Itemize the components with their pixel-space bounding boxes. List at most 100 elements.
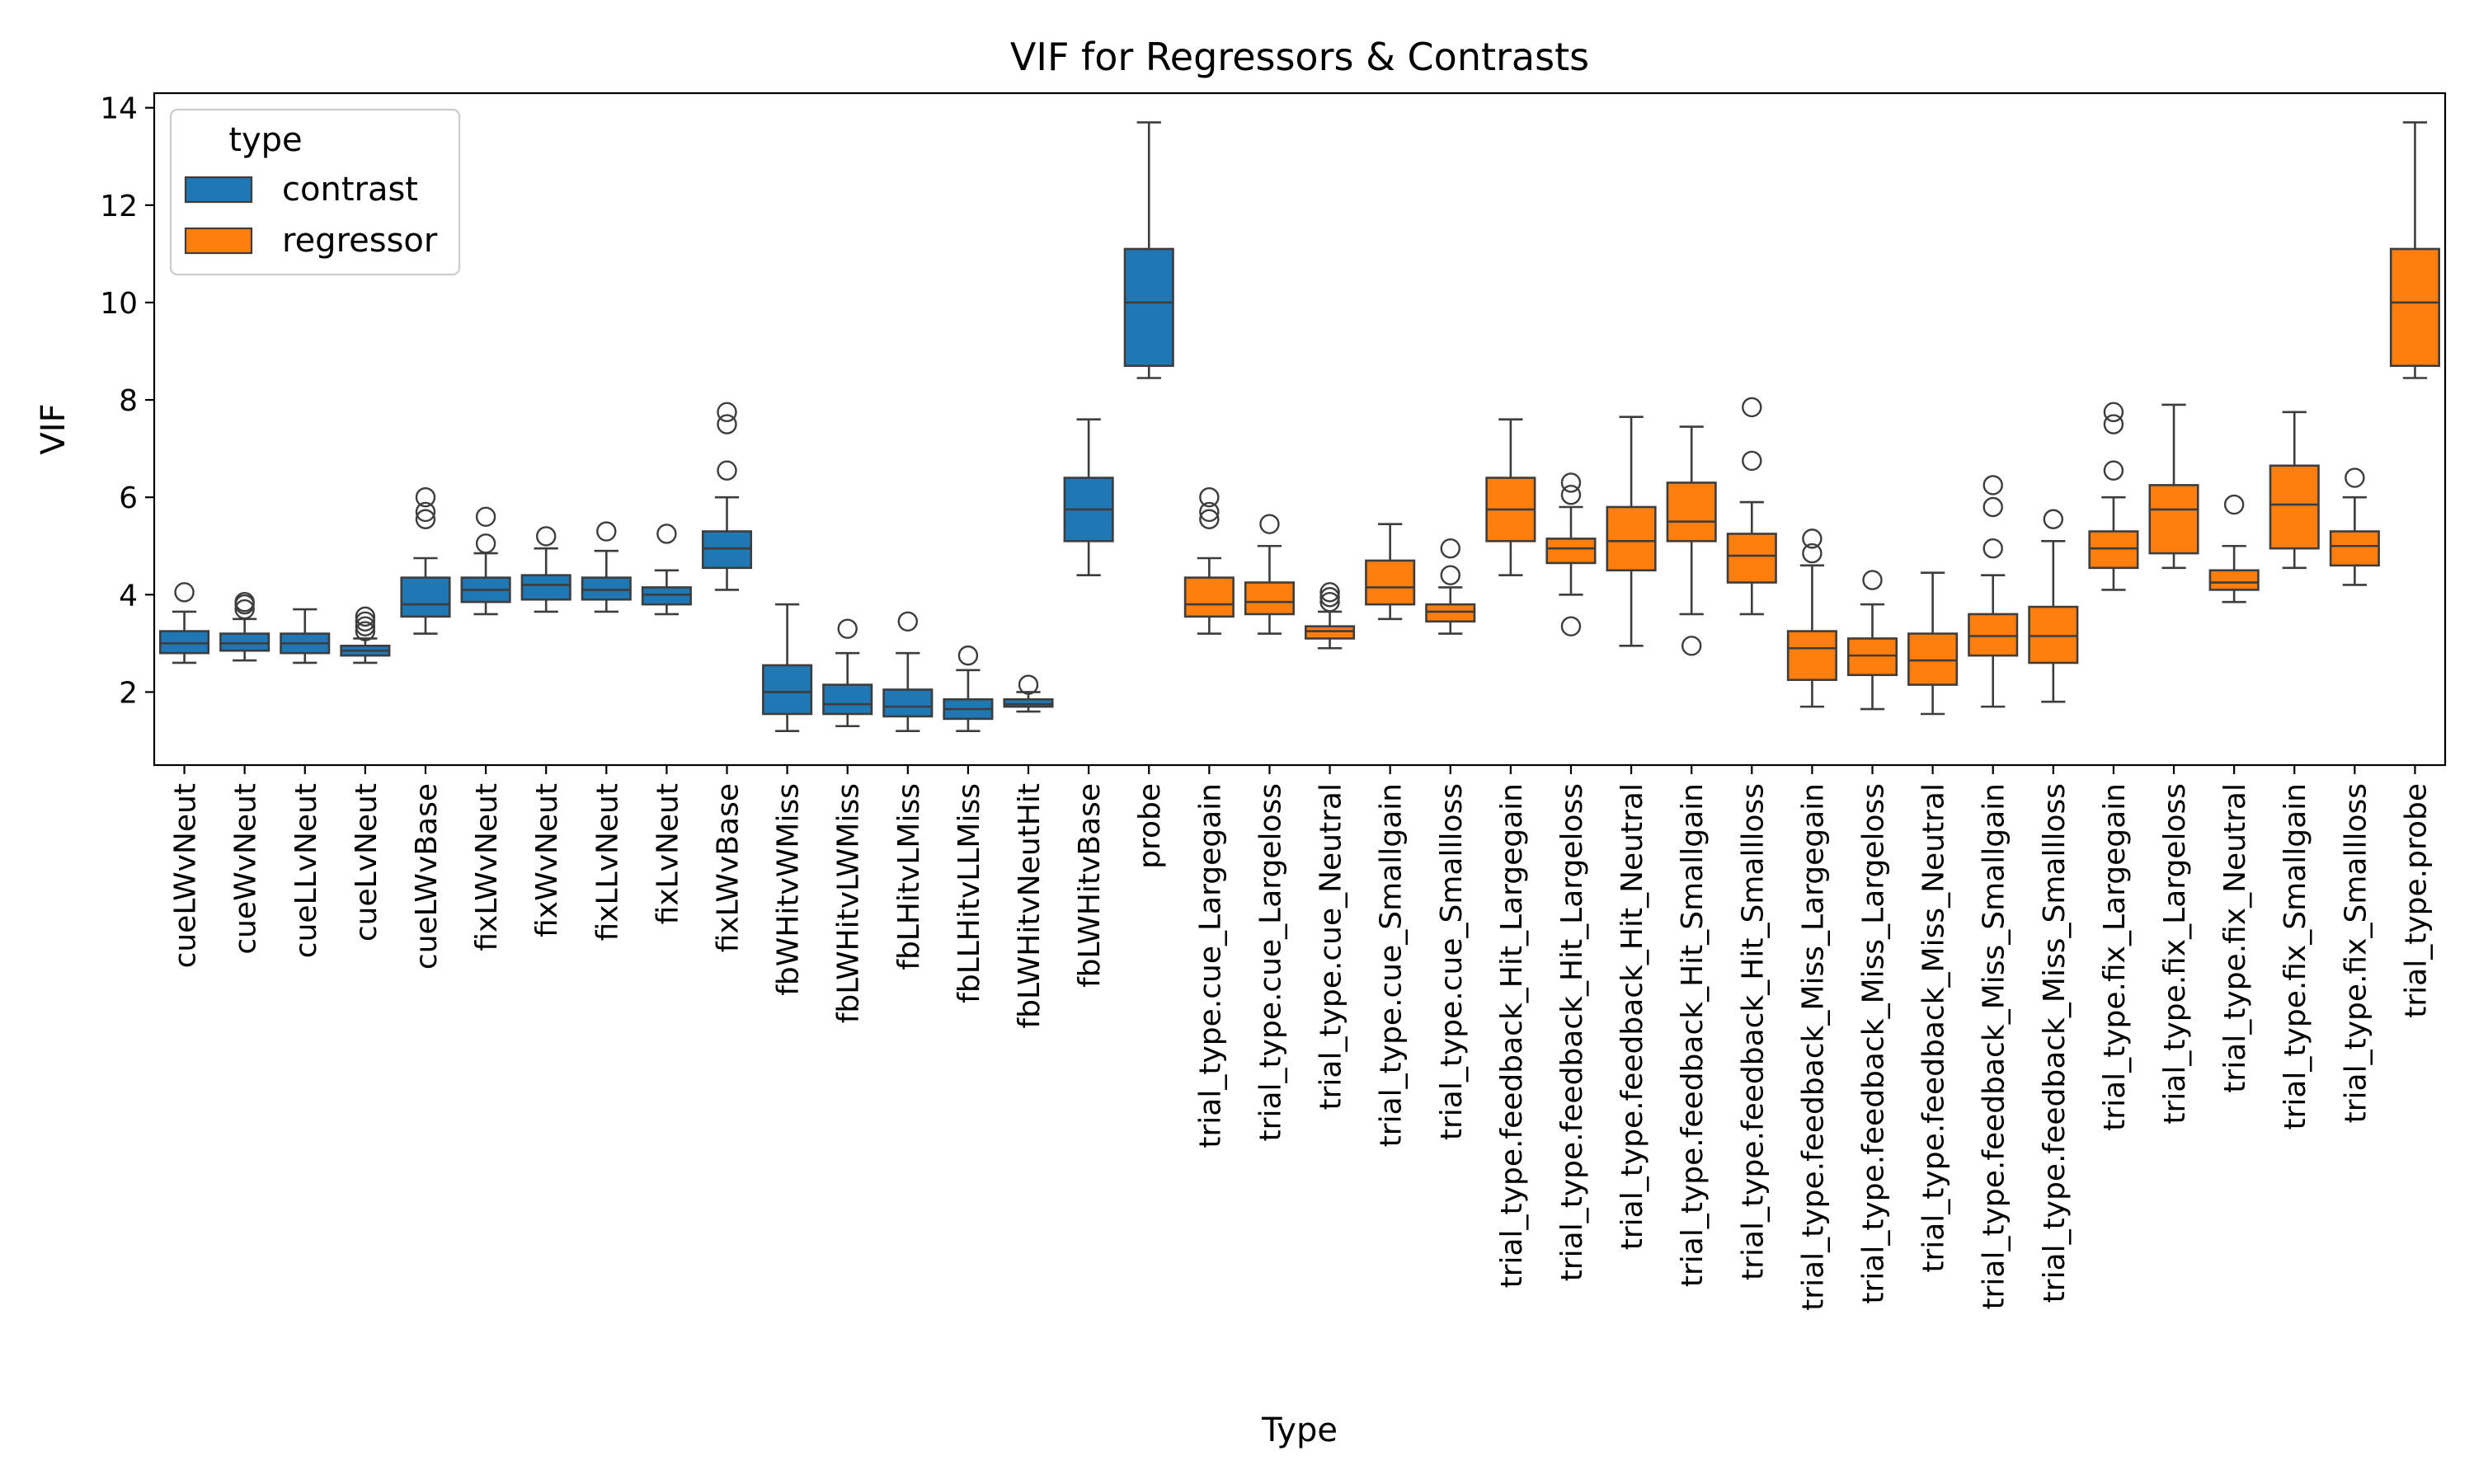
box-iqr — [1907, 632, 1959, 686]
outlier-point — [1742, 397, 1762, 418]
outlier-point — [1862, 570, 1883, 590]
x-tick-label: cueLWvBase — [410, 783, 444, 970]
legend-label-contrast: contrast — [282, 171, 418, 209]
box-trial_type.fix_Neutral — [2208, 494, 2260, 603]
box-iqr — [1726, 533, 1777, 584]
box-iqr — [1123, 247, 1174, 368]
box-trial_type.fix_Largegain — [2088, 402, 2139, 591]
box-trial_type.feedback_Hit_Smallloss — [1726, 397, 1777, 616]
box-trial_type.cue_Smallgain — [1365, 523, 1416, 621]
x-tick-label: trial_type.feedback_Hit_Largegain — [1495, 783, 1529, 1288]
outlier-point — [1560, 472, 1582, 493]
box-trial_type.feedback_Miss_Smallloss — [2028, 509, 2079, 703]
box-fbWHitvWMiss — [762, 603, 813, 732]
outlier-point — [2103, 402, 2124, 423]
y-tick-label: 14 — [100, 92, 138, 126]
x-tick-label: cueLLvNeut — [289, 783, 323, 958]
x-tick-label: fixLLvNeut — [590, 783, 624, 941]
outlier-point — [1560, 485, 1582, 505]
box-iqr — [2028, 605, 2079, 665]
y-tick-label: 8 — [119, 384, 138, 418]
outlier-point — [1319, 591, 1340, 613]
box-fbLHitvLMiss — [882, 611, 934, 732]
box-iqr — [1305, 625, 1356, 640]
outlier-point — [1018, 674, 1039, 695]
outlier-point — [1199, 486, 1220, 508]
outlier-point — [1802, 528, 1823, 549]
box-fbLLHitvLLMiss — [943, 645, 994, 732]
outlier-point — [1982, 538, 2003, 559]
box-trial_type.feedback_Miss_Neutral — [1907, 571, 1959, 716]
x-tick-label: trial_type.feedback_Miss_Smallloss — [2038, 783, 2072, 1303]
plot-area: 2 4 6 8 10 12 14 cueLWvNeut cueWvNeut cueLLvNeut c… — [100, 92, 2447, 1311]
box-cueLWvNeut — [159, 582, 210, 665]
x-tick-label: fbLLHitvLLMiss — [952, 783, 986, 1003]
outlier-point — [2223, 494, 2245, 515]
y-axis-label: VIF — [35, 403, 73, 454]
outlier-point — [355, 606, 376, 627]
box-probe — [1123, 121, 1174, 379]
outlier-point — [1742, 450, 1762, 472]
x-tick-label: fbLWHitvNeutHit — [1013, 783, 1047, 1029]
box-iqr — [2269, 464, 2320, 550]
box-fbLWHitvBase — [1063, 418, 1114, 576]
x-tick-label: trial_type.fix_Smallgain — [2279, 783, 2312, 1130]
box-trial_type.feedback_Miss_Largeloss — [1846, 570, 1898, 711]
box-cueLLvNeut — [280, 608, 331, 665]
x-tick-label: trial_type.cue_Smallgain — [1375, 783, 1409, 1147]
x-tick-label: trial_type.feedback_Hit_Largeloss — [1555, 783, 1589, 1281]
y-tick-label: 4 — [119, 579, 138, 613]
box-iqr — [882, 688, 934, 718]
box-trial_type.feedback_Hit_Largeloss — [1545, 472, 1597, 636]
box-iqr — [1425, 603, 1476, 623]
outlier-point — [717, 402, 737, 423]
y-tick-label: 6 — [119, 481, 138, 515]
x-tick-label: probe — [1133, 783, 1167, 869]
box-trial_type.fix_Smallloss — [2329, 467, 2380, 586]
x-tick-label: fixLWvNeut — [470, 783, 504, 951]
outlier-point — [1259, 514, 1280, 534]
outlier-point — [2103, 460, 2124, 481]
box-iqr — [1606, 505, 1657, 572]
box-iqr — [159, 630, 210, 655]
x-tick-label: fixLWvBase — [712, 783, 745, 952]
outlier-point — [2103, 414, 2124, 434]
outlier-point — [2043, 509, 2064, 529]
x-tick-label: trial_type.probe — [2399, 783, 2433, 1018]
box-iqr — [2329, 530, 2380, 567]
outlier-point — [1982, 475, 2003, 495]
outlier-point — [475, 506, 496, 528]
x-tick-label: trial_type.cue_Neutral — [1315, 783, 1348, 1110]
x-tick-label: fbLHitvLMiss — [892, 783, 926, 970]
outlier-point — [717, 414, 737, 434]
y-tick-label: 2 — [119, 676, 138, 710]
x-tick-label: trial_type.feedback_Miss_Largeloss — [1857, 783, 1891, 1304]
x-tick-label: fixWvNeut — [530, 783, 564, 937]
x-tick-label: trial_type.feedback_Miss_Largegain — [1796, 783, 1830, 1311]
x-tick-label: trial_type.cue_Smallloss — [1435, 783, 1469, 1140]
outlier-point — [415, 501, 436, 523]
legend-title: type — [228, 121, 302, 159]
box-trial_type.feedback_Miss_Largegain — [1786, 528, 1837, 708]
box-fbLWHitvLWMiss — [822, 618, 873, 728]
outlier-point — [415, 509, 436, 529]
x-tick-label: trial_type.feedback_Hit_Smallgain — [1676, 783, 1710, 1287]
outlier-point — [837, 618, 858, 639]
box-trial_type.cue_Largeloss — [1244, 514, 1295, 635]
box-iqr — [1244, 581, 1295, 616]
x-tick-label: cueLvNeut — [350, 783, 383, 942]
x-tick-label: trial_type.feedback_Miss_Smallgain — [1978, 783, 2011, 1310]
box-trial_type.fix_Smallgain — [2269, 411, 2320, 570]
x-tick-label: trial_type.cue_Largegain — [1193, 783, 1227, 1148]
box-fixLLvNeut — [581, 521, 632, 613]
outlier-point — [1319, 582, 1340, 603]
box-cueLvNeut — [340, 606, 391, 665]
outlier-point — [355, 621, 376, 641]
outlier-point — [355, 611, 376, 632]
box-iqr — [822, 683, 873, 716]
x-tick-label: fbLWHitvBase — [1073, 783, 1107, 988]
box-iqr — [2148, 484, 2199, 555]
box-iqr — [1968, 613, 2019, 657]
box-trial_type.fix_Largeloss — [2148, 403, 2199, 570]
box-trial_type.cue_Largegain — [1183, 486, 1235, 635]
